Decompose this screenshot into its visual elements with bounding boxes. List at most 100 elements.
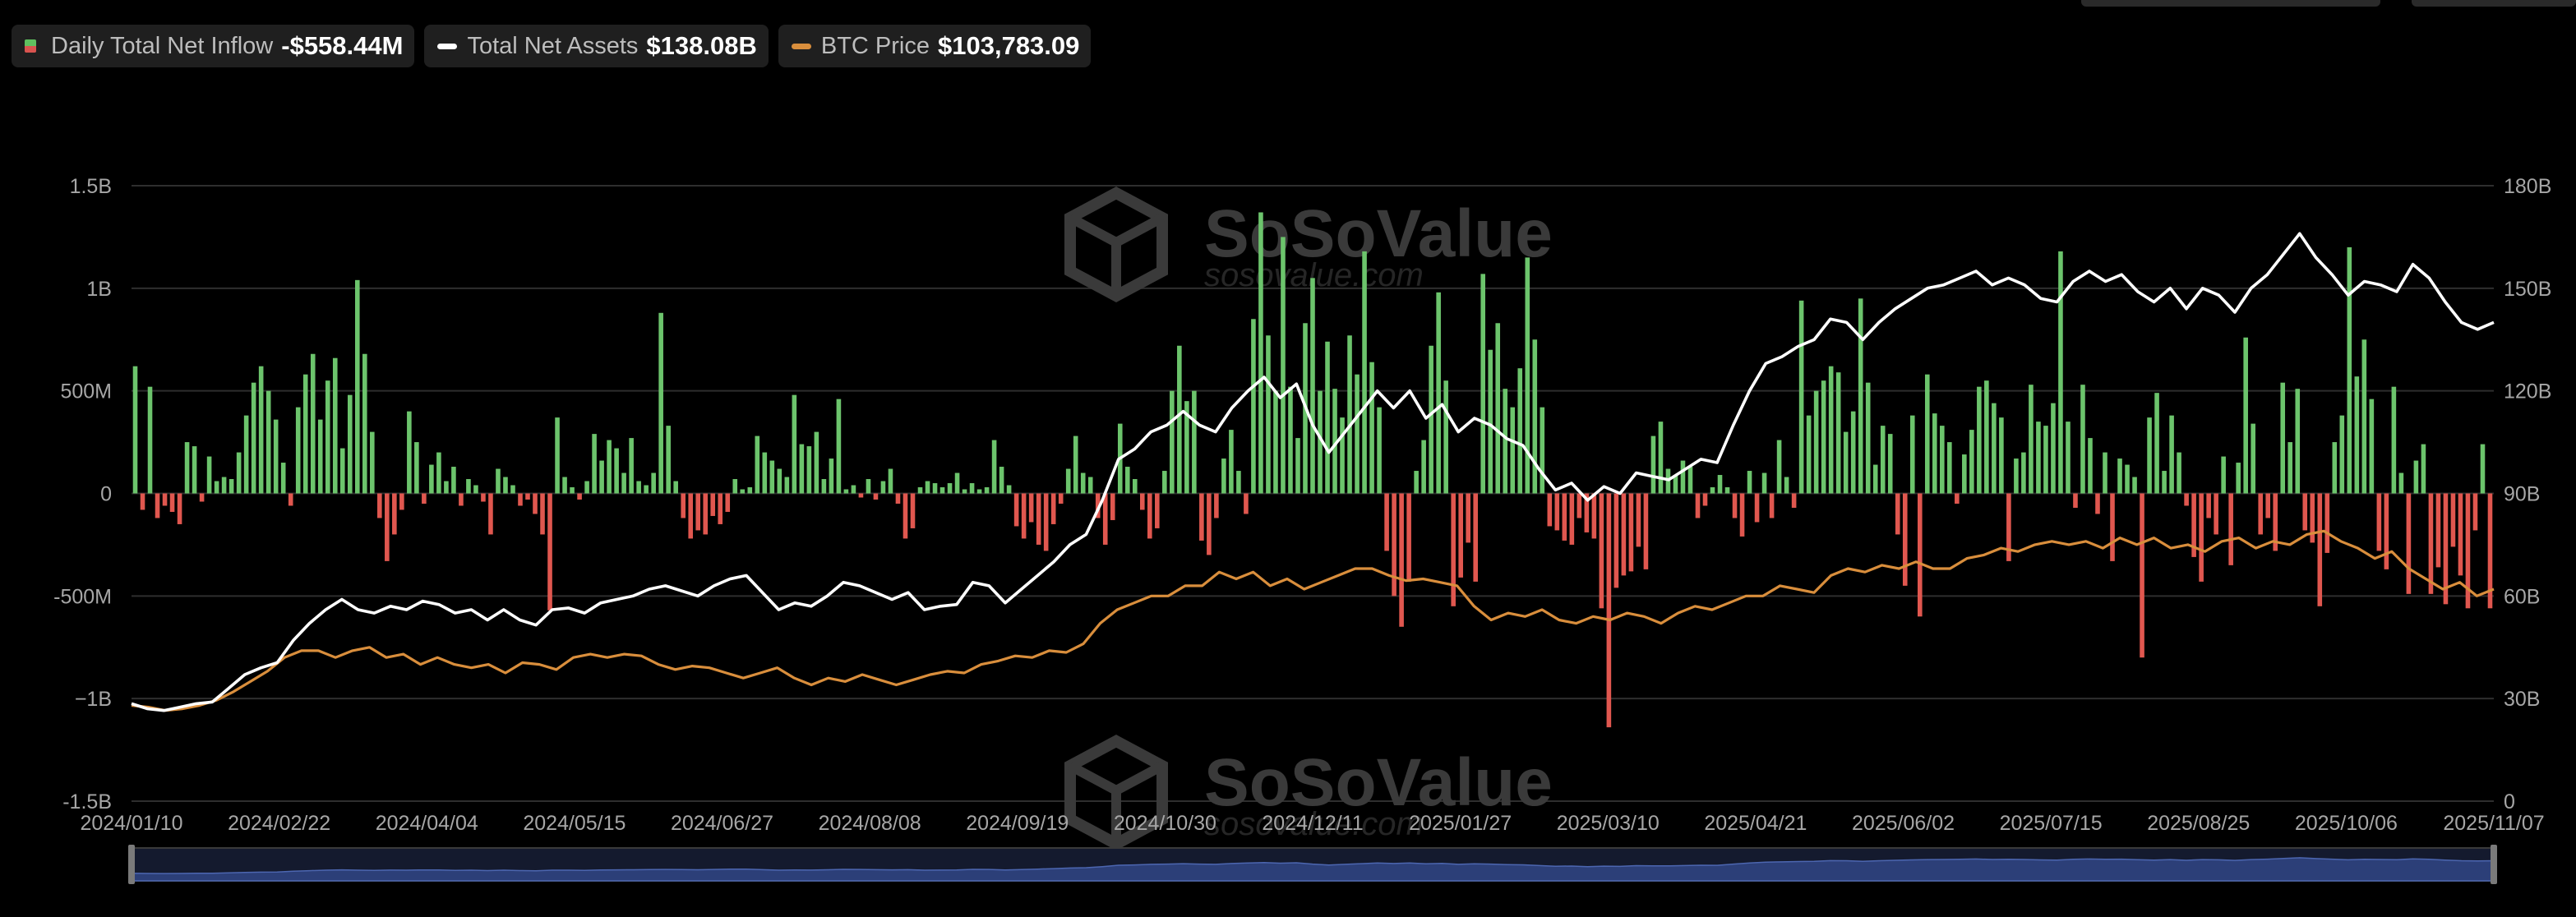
inflow-bar-1: [140, 493, 145, 510]
inflow-bar-172: [1406, 493, 1411, 582]
inflow-bar-138: [1155, 493, 1160, 528]
inflow-bar-38: [414, 442, 419, 494]
inflow-bar-50: [503, 477, 508, 494]
legend-net-assets[interactable]: Total Net Assets $138.08B: [424, 25, 769, 67]
inflow-bar-12: [221, 477, 227, 494]
inflow-bar-15: [243, 415, 249, 494]
inflow-bar-276: [2177, 452, 2181, 494]
inflow-bar-105: [910, 493, 916, 528]
net-assets-line: [131, 232, 2495, 712]
x-tick-10: 2025/03/10: [1557, 812, 1660, 835]
top-toolbar-tab-2[interactable]: [2412, 0, 2576, 7]
inflow-bar-285: [2243, 337, 2248, 494]
inflow-bar-148: [1229, 430, 1234, 494]
y-left-tick-2: 500M: [60, 380, 112, 403]
inflow-bar-7: [184, 442, 190, 494]
inflow-bar-216: [1732, 493, 1738, 518]
inflow-bar-120: [1021, 493, 1027, 539]
inflow-bar-253: [2006, 493, 2011, 561]
inflow-bar-22: [295, 407, 301, 494]
inflow-bar-302: [2369, 399, 2375, 494]
inflow-bar-232: [1850, 411, 1856, 494]
inflow-bar-135: [1132, 479, 1138, 494]
legend-net-assets-value: $138.08B: [646, 31, 757, 60]
inflow-bar-114: [976, 489, 982, 494]
inflow-bar-24: [310, 353, 316, 494]
inflow-bar-157: [1295, 438, 1300, 494]
inflow-bar-308: [2413, 460, 2419, 494]
inflow-bar-6: [177, 493, 182, 524]
legend-daily-inflow[interactable]: Daily Total Net Inflow -$558.44M: [12, 25, 415, 67]
inflow-bar-28: [339, 448, 345, 494]
inflow-bar-61: [584, 481, 589, 494]
inflow-bar-88: [784, 477, 790, 494]
inflow-bar-151: [1251, 319, 1256, 494]
axes-labels: 1.5B 1B 500M 0 -500M −1B -1.5B 180B 150B 120B 90B 6…: [53, 175, 2551, 835]
inflow-bar-92: [814, 431, 819, 494]
inflow-bar-42: [444, 481, 449, 494]
inflow-bar-294: [2310, 493, 2315, 543]
inflow-bar-200: [1613, 493, 1619, 588]
inflow-bar-268: [2117, 458, 2122, 494]
inflow-bar-316: [2472, 493, 2478, 531]
inflow-bar-243: [1932, 413, 1937, 494]
inflow-bar-56: [547, 493, 552, 611]
range-navigator[interactable]: [128, 845, 2497, 884]
inflow-bar-101: [880, 481, 886, 494]
navigator-area: [131, 857, 2495, 882]
inflow-bar-219: [1754, 493, 1760, 523]
inflow-bar-84: [755, 435, 760, 494]
inflow-bar-57: [555, 417, 560, 494]
inflow-bar-264: [2088, 438, 2093, 494]
inflow-bar-145: [1207, 493, 1212, 555]
inflow-bar-13: [229, 479, 234, 494]
inflow-bar-144: [1199, 493, 1204, 541]
inflow-bar-54: [533, 493, 538, 514]
inflow-bar-86: [769, 460, 775, 494]
inflow-bar-75: [688, 493, 694, 539]
inflow-bar-248: [1969, 430, 1974, 494]
inflow-bar-49: [496, 468, 501, 494]
watermark-bottom: SoSoValue sosovalue.com: [1064, 735, 1553, 850]
inflow-bar-152: [1258, 212, 1263, 494]
inflow-bar-17: [258, 366, 264, 494]
inflow-bar-139: [1162, 471, 1167, 494]
inflow-bar-8: [192, 446, 197, 494]
inflow-bar-318: [2487, 493, 2493, 609]
inflow-bar-186: [1510, 407, 1516, 494]
inflow-bar-296: [2324, 493, 2330, 553]
inflow-bar-83: [747, 487, 753, 494]
inflow-bar-21: [288, 493, 293, 506]
inflow-bar-65: [614, 448, 619, 494]
inflow-bar-26: [325, 380, 330, 494]
y-left-tick-1: 1B: [86, 278, 112, 301]
inflow-bar-161: [1325, 341, 1330, 494]
net-assets-swatch-icon: [437, 43, 458, 49]
inflow-bar-118: [1006, 485, 1012, 494]
inflow-bar-115: [984, 487, 990, 494]
inflow-bar-179: [1458, 493, 1463, 578]
inflow-bar-256: [2029, 385, 2034, 494]
inflow-bar-227: [1813, 390, 1819, 494]
top-toolbar-tab-1[interactable]: [2081, 0, 2380, 7]
inflow-bar-284: [2236, 463, 2241, 494]
x-tick-12: 2025/06/02: [1852, 812, 1955, 835]
inflow-bar-212: [1702, 493, 1708, 506]
inflow-bar-89: [792, 394, 797, 494]
inflow-bar-238: [1895, 493, 1900, 535]
inflow-bar-236: [1880, 426, 1886, 494]
inflow-bar-184: [1495, 323, 1501, 494]
inflow-bar-259: [2051, 403, 2056, 494]
inflow-bar-317: [2480, 444, 2486, 494]
inflow-bar-217: [1739, 493, 1745, 537]
inflow-bar-254: [2014, 458, 2019, 494]
inflow-bar-60: [577, 493, 582, 500]
inflow-bar-93: [821, 479, 827, 494]
inflow-bar-226: [1806, 415, 1812, 494]
legend-btc-price[interactable]: BTC Price $103,783.09: [778, 25, 1092, 67]
inflow-bar-70: [651, 472, 656, 494]
inflow-bar-154: [1273, 390, 1278, 494]
inflow-bar-18: [265, 390, 271, 494]
y-left-tick-0: 1.5B: [70, 175, 112, 198]
